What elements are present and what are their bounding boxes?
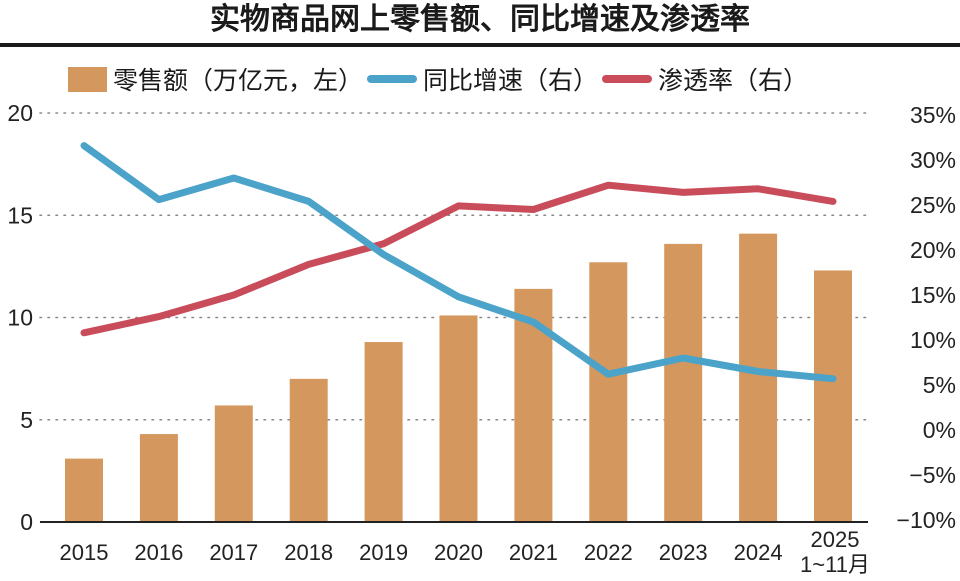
- left-tick-label: 15: [7, 202, 33, 228]
- bar-2018: [289, 378, 328, 522]
- x-tick-label: 2018: [284, 540, 333, 565]
- legend-label-growth: 同比增速（右）: [423, 66, 599, 95]
- x-tick-label: 2016: [134, 540, 183, 565]
- bar-2017: [214, 405, 253, 522]
- x-tick-label: 2015: [60, 540, 109, 565]
- right-tick-label: 25%: [910, 192, 956, 218]
- right-tick-label: 15%: [910, 282, 956, 308]
- right-tick-label: 10%: [910, 327, 956, 353]
- right-tick-label: 20%: [910, 237, 956, 263]
- x-tick-label: 2019: [359, 540, 408, 565]
- x-tick-sublabel: 1~11月: [800, 552, 870, 577]
- legend-item-sales: 零售额（万亿元，左）: [68, 61, 363, 97]
- bar-2022: [589, 262, 628, 522]
- legend-swatch-growth: [367, 75, 418, 83]
- bar-2025: [814, 270, 852, 522]
- bar-2019: [364, 342, 403, 522]
- legend-item-growth: 同比增速（右）: [363, 61, 598, 97]
- bar-2016: [139, 434, 178, 522]
- left-tick-label: 5: [20, 407, 33, 433]
- legend-label-sales: 零售额（万亿元，左）: [113, 66, 364, 95]
- right-tick-label: −5%: [909, 462, 956, 488]
- legend-label-penetration: 渗透率（右）: [658, 66, 809, 95]
- bar-2020: [439, 315, 478, 522]
- bar-2024: [739, 233, 778, 522]
- x-tick-label: 2022: [584, 540, 633, 565]
- title-divider: [0, 43, 960, 47]
- right-tick-label: −10%: [897, 507, 956, 533]
- x-tick-label: 2023: [659, 540, 708, 565]
- left-tick-label: 0: [20, 509, 33, 535]
- x-tick-label: 2020: [434, 540, 483, 565]
- legend-swatch-penetration: [602, 75, 653, 83]
- right-tick-label: 35%: [910, 102, 956, 128]
- legend-item-penetration: 渗透率（右）: [598, 61, 808, 97]
- legend-swatch-sales: [68, 66, 107, 92]
- left-tick-label: 10: [7, 305, 33, 331]
- right-tick-label: 0%: [923, 417, 956, 443]
- x-tick-label: 2021: [509, 540, 558, 565]
- x-tick-label: 2025: [811, 527, 860, 552]
- bar-2023: [664, 243, 703, 522]
- bar-2015: [65, 458, 103, 522]
- right-tick-label: 5%: [923, 372, 956, 398]
- chart-title: 实物商品网上零售额、同比增速及渗透率: [210, 2, 750, 37]
- legend: 零售额（万亿元，左） 同比增速（右） 渗透率（右）: [68, 60, 808, 98]
- x-tick-label: 2017: [209, 540, 258, 565]
- right-tick-label: 30%: [910, 147, 956, 173]
- x-tick-label: 2024: [734, 540, 783, 565]
- penetration-line: [80, 181, 837, 337]
- left-tick-label: 20: [7, 100, 33, 126]
